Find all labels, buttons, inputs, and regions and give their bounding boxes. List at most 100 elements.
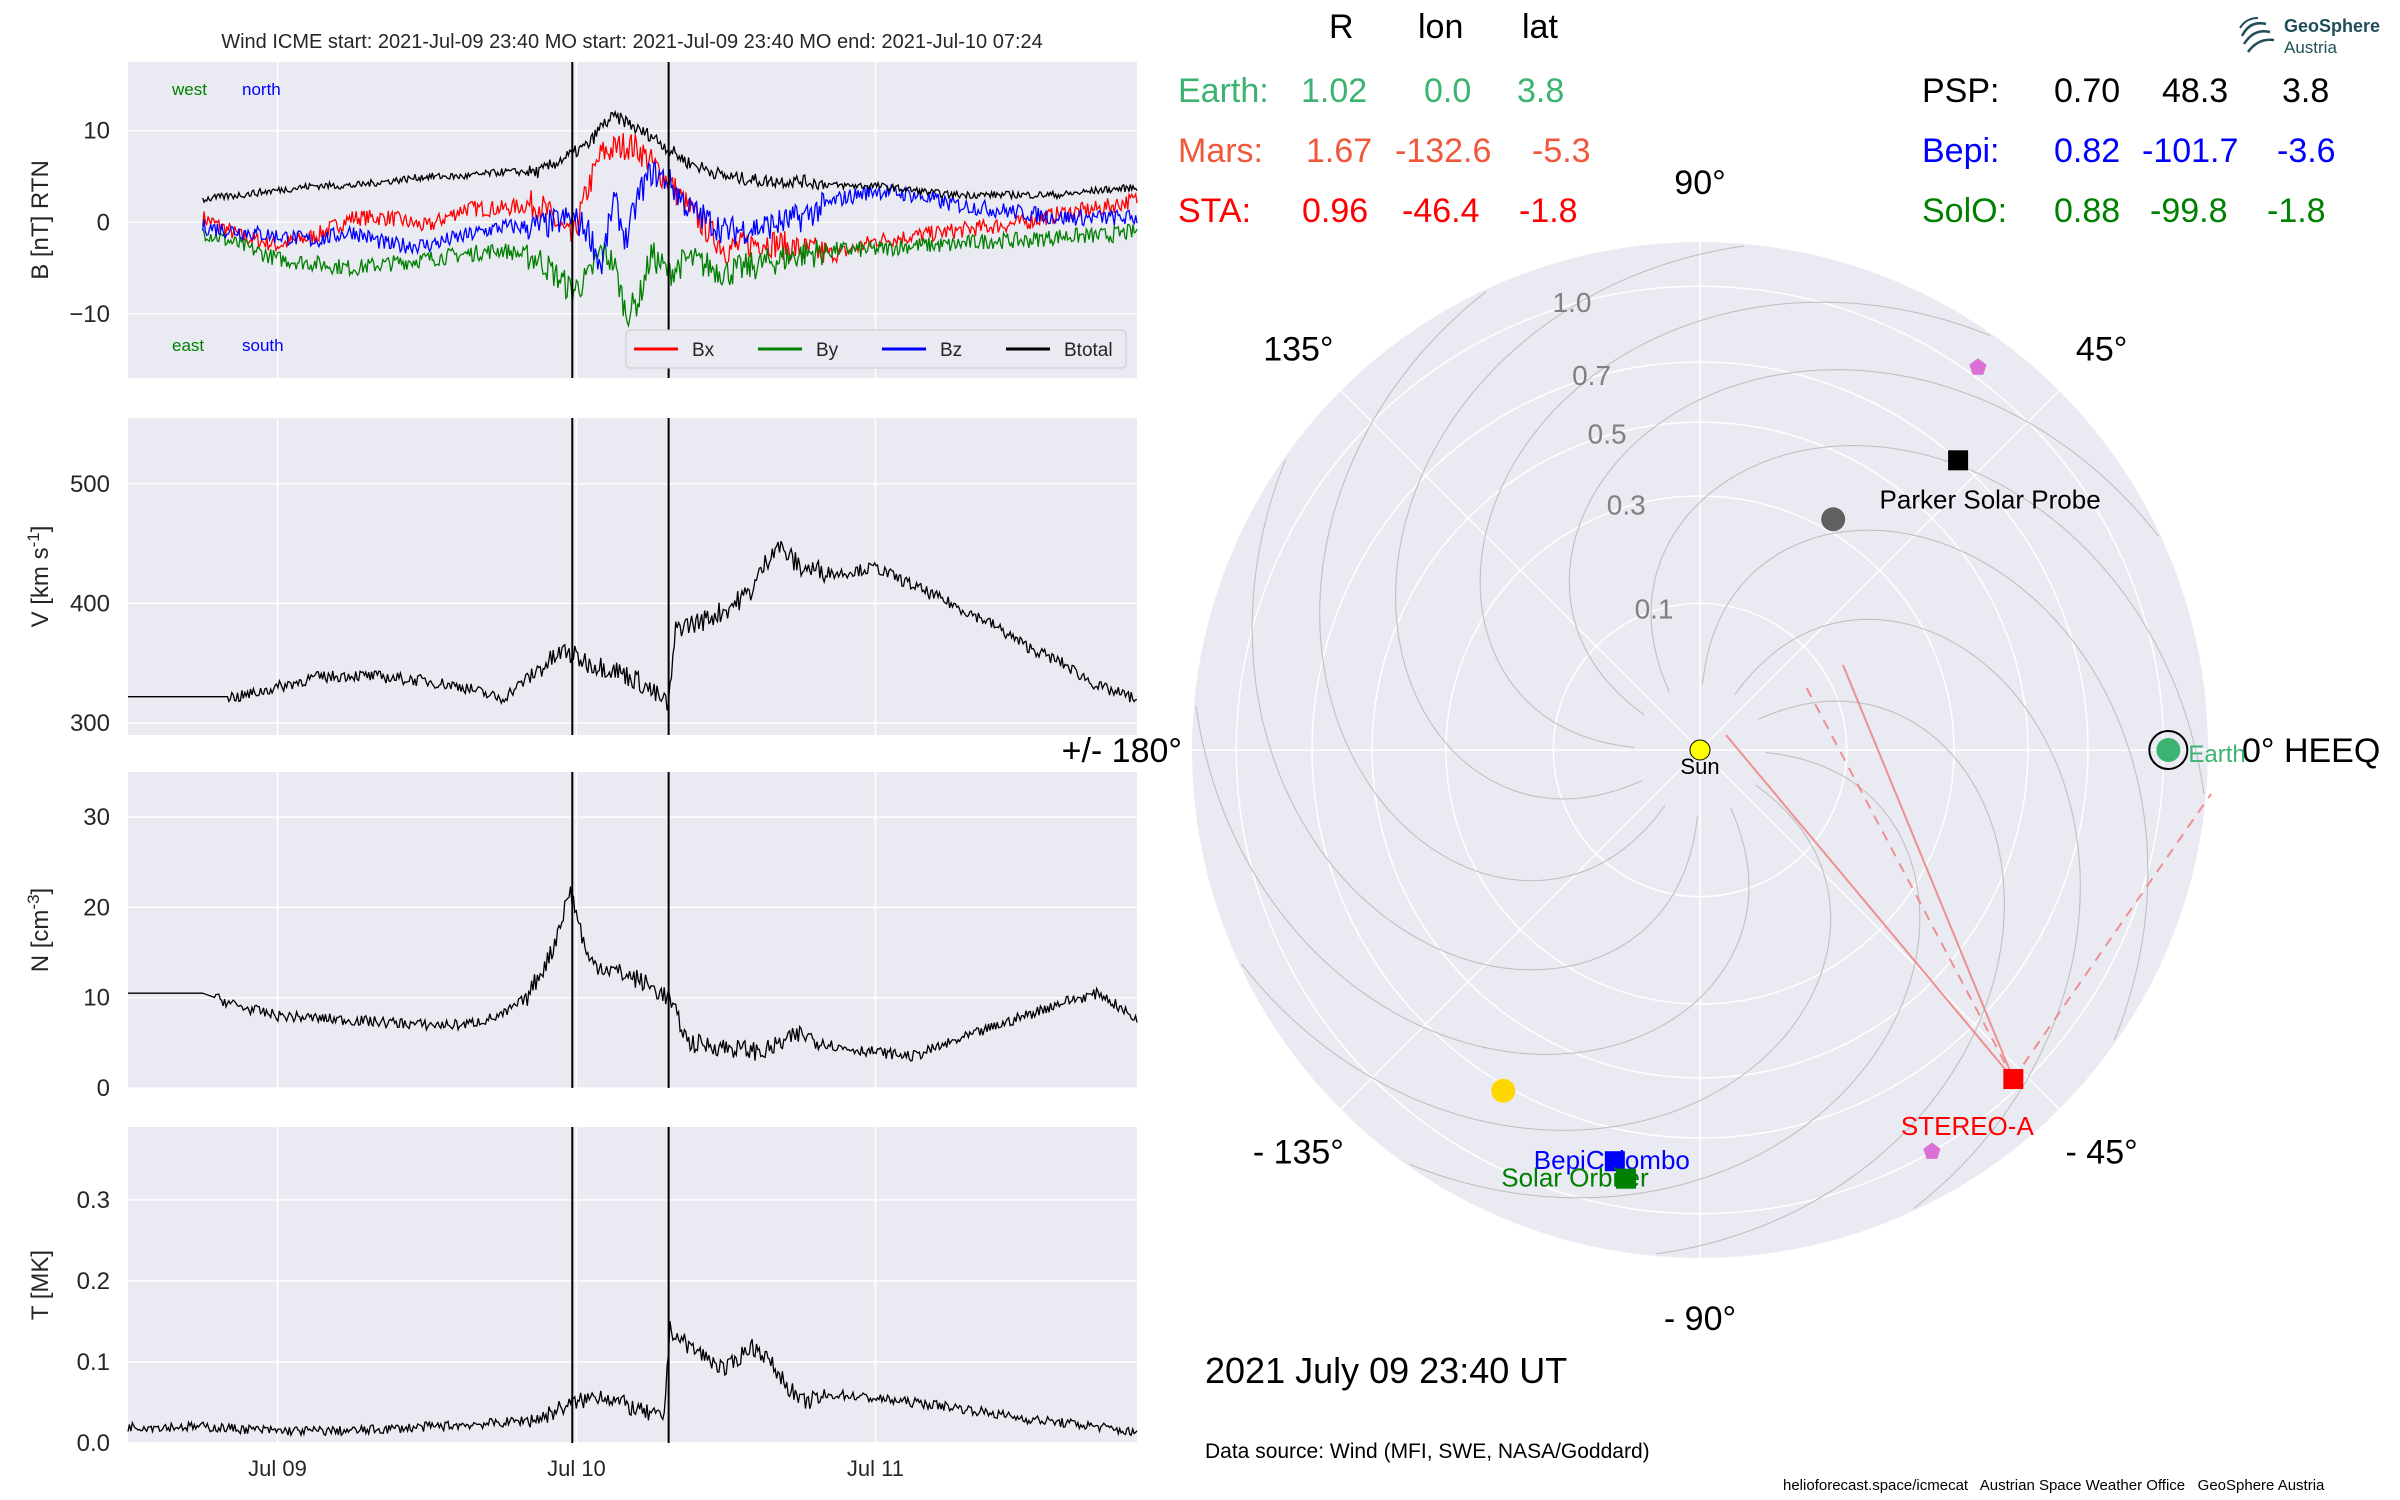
y-tick-label: 0.0	[77, 1430, 110, 1457]
row-sta: STA: 0.96 -46.4 -1.8	[1178, 192, 1578, 426]
series-line-By	[202, 223, 1138, 329]
credit-line: helioforecast.space/icmecat Austrian Spa…	[1783, 1477, 2325, 1494]
data-source: Data source: Wind (MFI, SWE, NASA/Goddar…	[1205, 1440, 1650, 1463]
parker-spiral	[1568, 369, 2159, 716]
body-r: 1.67	[1306, 132, 1373, 170]
body-lon: 48.3	[2162, 72, 2229, 110]
x-tick-label: Jul 10	[547, 1456, 606, 1481]
position-table-header: R lon lat	[0, 0, 1558, 156]
marker-juno	[1969, 358, 1987, 375]
parker-spiral	[1734, 618, 2081, 1209]
angle-label: - 90°	[1664, 1300, 1736, 1338]
body-r: 0.96	[1302, 192, 1369, 230]
body-label-bepicolombo: BepiColombo	[1534, 1145, 1690, 1175]
legend-label-By: By	[816, 340, 839, 361]
y-axis-label: N [cm-3]	[24, 888, 54, 972]
angle-label: - 45°	[2066, 1134, 2138, 1172]
body-lat: -5.3	[1532, 132, 1591, 170]
plot-area	[128, 1127, 1137, 1443]
annotation-south: south	[242, 336, 284, 355]
ring-label: 1.0	[1553, 287, 1592, 318]
body-name: Mars:	[1178, 132, 1263, 170]
timeseries-panel-1: −10 0 10 B [nT] RTN Wind ICME start: 2021-Ju…	[27, 31, 1138, 378]
ring-label: 0.7	[1572, 360, 1611, 391]
geosphere-swirl-icon	[2239, 17, 2275, 53]
y-tick-label: 0	[97, 209, 110, 236]
polar-spoke	[1340, 390, 1701, 751]
marker-solar-orbiter	[1615, 1168, 1636, 1189]
legend-frame	[625, 329, 1127, 369]
parker-spiral	[1650, 445, 2205, 795]
y-tick-label: 10	[83, 985, 110, 1012]
marker-stereo-a	[2003, 1069, 2024, 1090]
marker-sun	[1689, 739, 1711, 761]
stereo-a-fov-line	[1803, 682, 2015, 1080]
header-lat: lat	[1522, 8, 1558, 46]
body-name: Earth:	[1178, 72, 1269, 110]
body-label-parker-solar-probe: Parker Solar Probe	[1880, 484, 2101, 514]
x-tick-label: Jul 11	[847, 1456, 904, 1481]
angle-label: 45°	[2076, 330, 2127, 368]
body-label-earth: Earth	[2188, 741, 2245, 768]
row-solo: SolO: 0.88 -99.8 -1.8	[1922, 192, 2326, 426]
parker-spiral	[1319, 291, 1666, 882]
body-lon: -101.7	[2142, 132, 2239, 170]
series-line-Bz	[202, 161, 1138, 275]
marker-juno	[1923, 1142, 1941, 1159]
stereo-a-fov-line	[1725, 734, 2015, 1080]
x-tick-label: Jul 09	[248, 1456, 307, 1481]
body-label-sun: Sun	[1680, 754, 1719, 779]
angle-label: +/- 180°	[1062, 732, 1182, 770]
logo-title: GeoSphere	[2284, 16, 2381, 36]
legend: Bx By Bz Btotal	[625, 329, 1127, 369]
header-lon: lon	[1418, 8, 1464, 46]
angle-label: - 135°	[1253, 1134, 1344, 1172]
parker-spiral	[1195, 705, 1750, 1055]
logo-subtitle: Austria	[2284, 38, 2337, 57]
body-r: 1.02	[1301, 72, 1368, 110]
body-name: STA:	[1178, 192, 1252, 230]
marker-mercury	[1821, 507, 1846, 532]
body-lon: -132.6	[1395, 132, 1492, 170]
timeseries-panel-2: 300 400 500 V [km s-1]	[24, 418, 1138, 737]
marker-parker-solar-probe	[1948, 450, 1969, 471]
body-name: PSP:	[1922, 72, 2000, 110]
row-mars: Mars: 1.67 -132.6 -5.3	[1178, 132, 1591, 366]
parker-spiral	[1409, 751, 1921, 1199]
angle-label: 0° HEEQ	[2242, 732, 2380, 770]
body-lat: -1.8	[2267, 192, 2326, 230]
y-tick-label: 400	[70, 590, 110, 617]
polar-plot: 0.1 0.3 0.5 0.7 1.0 0° HEEQ 45° 90° 135° +/- 180°…	[1062, 164, 2381, 1338]
marker-earth	[2156, 738, 2181, 762]
series-line-T	[127, 1321, 1138, 1438]
y-tick-label: 20	[83, 894, 110, 921]
row-bepi: Bepi: 0.82 -101.7 -3.6	[1922, 132, 2336, 366]
stereo-a-fov-line	[2012, 793, 2212, 1080]
body-lat: 3.8	[2282, 72, 2330, 110]
parker-spiral	[1241, 784, 1832, 1131]
y-tick-label: 10	[83, 118, 110, 145]
geosphere-logo: GeoSphere Austria	[2236, 14, 2386, 62]
polar-spoke	[1699, 749, 2060, 1110]
date-stamp: 2021 July 09 23:40 UT	[1205, 1350, 1568, 1391]
series-line-V	[128, 540, 1138, 711]
polar-spoke	[1699, 390, 2060, 751]
stereo-a-fov-line	[1842, 664, 2015, 1080]
y-tick-label: 500	[70, 471, 110, 498]
body-r: 0.82	[2054, 132, 2121, 170]
annotation-west: west	[171, 80, 207, 99]
ring-label: 0.1	[1635, 593, 1674, 624]
y-axis-label: V [km s-1]	[24, 526, 54, 628]
row-psp: PSP: 0.70 48.3 3.8	[1922, 72, 2329, 306]
row-earth: Earth: 1.02 0.0 3.8	[1178, 72, 1564, 306]
series-line-Btotal	[202, 109, 1138, 204]
annotation-north: north	[242, 80, 281, 99]
series-line-N	[128, 886, 1138, 1062]
marker-venus	[1491, 1078, 1516, 1103]
y-tick-label: 0.1	[77, 1349, 110, 1376]
parker-spiral	[1251, 459, 1699, 971]
annotation-east: east	[172, 336, 204, 355]
ring-label: 0.5	[1588, 418, 1627, 449]
marker-bepicolombo	[1604, 1151, 1625, 1172]
